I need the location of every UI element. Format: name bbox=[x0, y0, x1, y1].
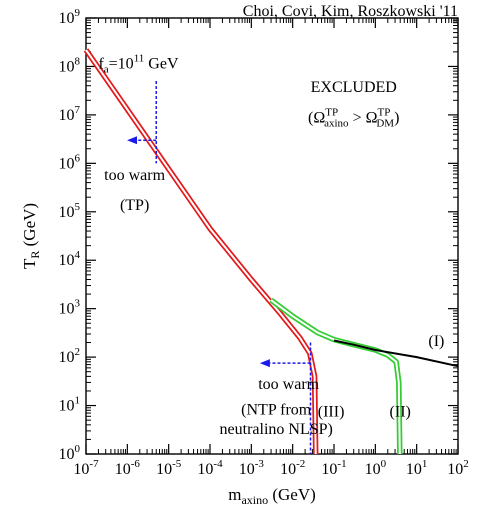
x-tick-label: 102 bbox=[447, 458, 469, 478]
annotation-8: (NTP from bbox=[241, 402, 312, 419]
annotation-9: neutralino NLSP) bbox=[220, 421, 333, 438]
annotation-5: too warm bbox=[104, 167, 165, 184]
y-tick-label: 105 bbox=[59, 201, 81, 221]
annotation-3: (III) bbox=[318, 403, 345, 420]
annotation-4: EXCLUDED bbox=[311, 79, 397, 96]
figure-credit: Choi, Covi, Kim, Roszkowski '11 bbox=[243, 3, 458, 20]
band-curve-1 bbox=[83, 48, 319, 455]
x-tick-label: 10-7 bbox=[73, 458, 99, 478]
y-tick-label: 102 bbox=[59, 346, 81, 366]
plot-frame bbox=[85, 17, 459, 455]
x-tick-label: 10-6 bbox=[115, 458, 141, 478]
y-tick-label: 108 bbox=[59, 55, 81, 75]
y-axis-label: TR (GeV) bbox=[20, 203, 42, 269]
curve-3 bbox=[333, 339, 459, 368]
y-tick-label: 100 bbox=[59, 443, 81, 463]
y-tick-label: 101 bbox=[59, 395, 81, 415]
x-tick-label: 10-5 bbox=[156, 458, 182, 478]
x-tick-label: 10-3 bbox=[239, 458, 265, 478]
y-tick-label: 107 bbox=[59, 104, 81, 124]
annotation-7: too warm bbox=[258, 376, 319, 393]
y-tick-label: 106 bbox=[59, 152, 81, 172]
fa-label: fa=1011 GeV bbox=[98, 53, 178, 76]
x-tick-label: 10-2 bbox=[280, 458, 305, 478]
x-tick-label: 100 bbox=[365, 458, 387, 478]
x-axis-label: maxino (GeV) bbox=[228, 485, 316, 507]
x-tick-label: 10-1 bbox=[321, 458, 346, 478]
y-tick-label: 109 bbox=[59, 7, 81, 27]
annotation-6: (TP) bbox=[120, 197, 149, 214]
x-tick-label: 10-4 bbox=[197, 458, 223, 478]
y-tick-label: 103 bbox=[59, 298, 81, 318]
annotation-2: (II) bbox=[390, 403, 411, 420]
omega-inequality-label: (ΩTP axino > ΩTP DM) bbox=[308, 106, 399, 129]
y-tick-label: 104 bbox=[59, 249, 81, 269]
annotation-1: (I) bbox=[428, 333, 444, 350]
band-curve-inner-1 bbox=[85, 49, 317, 455]
x-tick-label: 101 bbox=[406, 458, 428, 478]
